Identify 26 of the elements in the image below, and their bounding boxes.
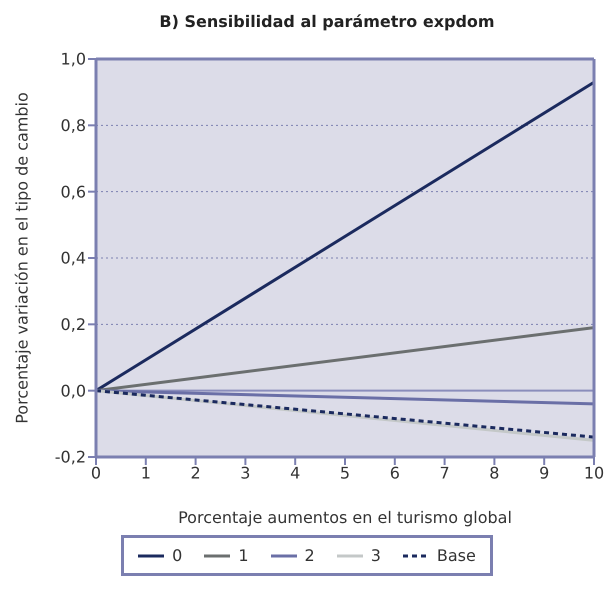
x-tick-label: 0	[90, 463, 102, 482]
y-tick-label: 0,0	[60, 381, 86, 400]
y-tick-label: -0,2	[54, 448, 86, 467]
legend-label: Base	[436, 546, 476, 565]
x-tick-label: 1	[140, 463, 151, 482]
legend-label: 3	[370, 546, 381, 565]
x-tick-label: 8	[489, 463, 500, 482]
x-axis-title: Porcentaje aumentos en el turismo global	[178, 508, 512, 527]
y-tick-label: 0,8	[60, 116, 86, 136]
x-tick-label: 9	[539, 463, 550, 482]
y-tick-label: 0,6	[60, 182, 86, 202]
x-tick-label: 6	[390, 463, 400, 482]
legend-label: 1	[238, 546, 249, 565]
x-tick-label: 3	[240, 463, 250, 482]
x-tick-label: 4	[290, 463, 300, 482]
chart-title: B) Sensibilidad al parámetro expdom	[158, 11, 496, 33]
y-tick-label: 0,2	[60, 315, 86, 334]
x-tick-label: 10	[584, 463, 604, 482]
x-tick-label: 2	[190, 463, 201, 482]
legend-label: 2	[304, 546, 315, 565]
legend-label: 0	[172, 546, 182, 565]
y-axis-title: Porcentaje variación en el tipo de cambio	[12, 92, 32, 424]
y-tick-label: 1,0	[60, 50, 86, 69]
y-tick-label: 0,4	[60, 248, 86, 268]
x-tick-label: 7	[440, 463, 450, 482]
x-tick-label: 5	[340, 463, 350, 482]
